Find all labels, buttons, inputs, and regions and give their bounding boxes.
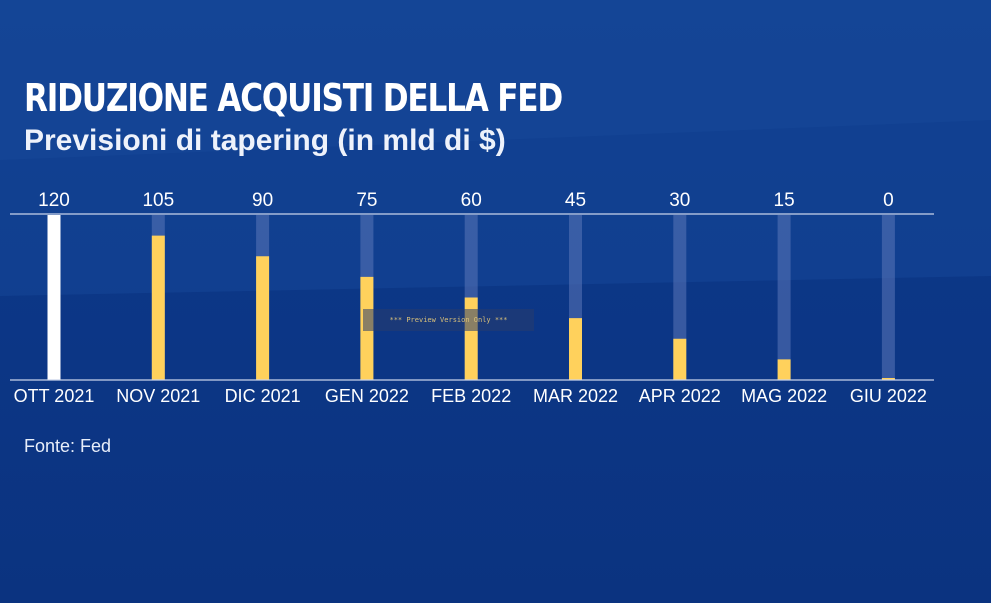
- value-label: 90: [252, 190, 273, 211]
- value-label: 15: [774, 190, 795, 211]
- value-label: 45: [565, 190, 586, 211]
- bar-track: [882, 215, 895, 380]
- bar: [256, 256, 269, 380]
- value-label: 30: [669, 190, 690, 211]
- category-label: DIC 2021: [225, 386, 301, 406]
- bar: [569, 318, 582, 380]
- category-label: GIU 2022: [850, 386, 927, 406]
- bar: [673, 339, 686, 380]
- value-label: 75: [356, 190, 377, 211]
- category-label: FEB 2022: [431, 386, 511, 406]
- category-label: MAG 2022: [741, 386, 827, 406]
- category-label: NOV 2021: [116, 386, 200, 406]
- bar: [778, 359, 791, 380]
- value-label: 0: [883, 190, 894, 211]
- bar: [48, 215, 61, 380]
- value-label: 105: [142, 190, 174, 211]
- bar: [152, 236, 165, 380]
- category-label: APR 2022: [639, 386, 721, 406]
- category-label: OTT 2021: [14, 386, 95, 406]
- value-label: 120: [38, 190, 70, 211]
- value-label: 60: [461, 190, 482, 211]
- category-label: GEN 2022: [325, 386, 409, 406]
- bar-track: [778, 215, 791, 380]
- preview-watermark: *** Preview Version Only ***: [363, 309, 534, 331]
- category-label: MAR 2022: [533, 386, 618, 406]
- source-note: Fonte: Fed: [24, 436, 111, 457]
